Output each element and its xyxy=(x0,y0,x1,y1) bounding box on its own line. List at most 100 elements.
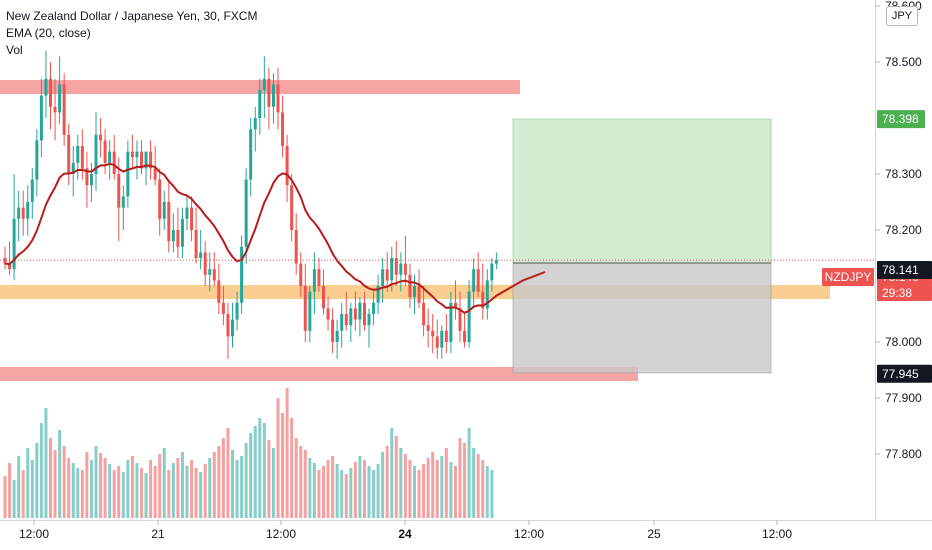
currency-button[interactable]: JPY xyxy=(886,6,918,26)
candle-body[interactable] xyxy=(8,263,12,270)
candle-body[interactable] xyxy=(299,263,303,286)
candle-body[interactable] xyxy=(39,95,43,141)
candle-body[interactable] xyxy=(344,314,348,326)
candle-body[interactable] xyxy=(144,151,148,169)
candle-body[interactable] xyxy=(326,308,330,320)
candle-body[interactable] xyxy=(399,263,403,275)
candle-body[interactable] xyxy=(463,330,467,342)
ema-indicator-label[interactable]: EMA (20, close) xyxy=(6,26,91,40)
time-axis[interactable]: 12:00 21 12:00 24 12:00 25 12:00 xyxy=(19,520,792,541)
candle-body[interactable] xyxy=(212,269,216,281)
candle-body[interactable] xyxy=(322,286,325,309)
candle-body[interactable] xyxy=(58,84,62,113)
candle-body[interactable] xyxy=(3,258,7,264)
entry-price-tag[interactable]: 78.141 xyxy=(882,263,919,277)
candle-body[interactable] xyxy=(167,202,171,242)
candle-body[interactable] xyxy=(67,134,71,174)
candle-body[interactable] xyxy=(376,286,380,303)
candle-body[interactable] xyxy=(494,260,498,264)
candle-body[interactable] xyxy=(440,330,444,348)
candle-body[interactable] xyxy=(271,84,275,107)
candle-body[interactable] xyxy=(453,302,457,309)
candle-body[interactable] xyxy=(413,286,416,298)
candle-body[interactable] xyxy=(408,274,412,298)
candle-body[interactable] xyxy=(153,168,157,180)
candle-body[interactable] xyxy=(353,308,357,320)
candle-body[interactable] xyxy=(226,314,230,337)
candle-body[interactable] xyxy=(303,286,307,331)
candle-body[interactable] xyxy=(308,291,312,331)
candle-body[interactable] xyxy=(89,174,93,186)
candle-body[interactable] xyxy=(17,207,21,219)
candle-body[interactable] xyxy=(108,151,112,163)
stop-loss-zone[interactable] xyxy=(512,262,772,374)
candle-body[interactable] xyxy=(85,168,89,186)
candle-body[interactable] xyxy=(121,196,125,208)
candle-body[interactable] xyxy=(221,302,225,314)
candle-body[interactable] xyxy=(208,269,212,275)
candle-body[interactable] xyxy=(103,140,107,163)
candle-body[interactable] xyxy=(240,246,244,303)
stop-price-tag[interactable]: 77.945 xyxy=(882,367,919,381)
candle-body[interactable] xyxy=(444,330,448,342)
candle-body[interactable] xyxy=(394,258,398,275)
candle-body[interactable] xyxy=(472,269,476,292)
price-axis[interactable]: 78.60078.50078.30078.20078.00077.90077.8… xyxy=(875,0,922,461)
candle-body[interactable] xyxy=(417,286,421,303)
volume-indicator-label[interactable]: Vol xyxy=(6,43,23,57)
candle-body[interactable] xyxy=(140,151,143,169)
candle-body[interactable] xyxy=(99,134,103,141)
candle-body[interactable] xyxy=(435,336,439,348)
candle-body[interactable] xyxy=(49,78,52,107)
candle-body[interactable] xyxy=(44,78,48,96)
candle-body[interactable] xyxy=(467,291,471,342)
candle-body[interactable] xyxy=(317,269,321,286)
candle-body[interactable] xyxy=(149,151,153,169)
candle-body[interactable] xyxy=(385,269,389,281)
candle-body[interactable] xyxy=(158,179,162,219)
candle-body[interactable] xyxy=(190,207,194,230)
candle-body[interactable] xyxy=(180,218,184,247)
candle-body[interactable] xyxy=(253,118,257,130)
symbol-title[interactable]: New Zealand Dollar / Japanese Yen, 30, F… xyxy=(6,9,258,23)
countdown-tag[interactable]: 29:38 xyxy=(882,286,912,300)
candle-body[interactable] xyxy=(267,78,271,107)
candle-body[interactable] xyxy=(481,291,485,309)
candle-body[interactable] xyxy=(130,151,134,158)
candle-body[interactable] xyxy=(294,230,298,264)
candle-body[interactable] xyxy=(367,314,371,326)
candle-body[interactable] xyxy=(276,84,280,113)
target-profit-zone[interactable] xyxy=(512,118,772,264)
symbol-tag[interactable]: NZDJPY xyxy=(825,270,872,284)
candle-body[interactable] xyxy=(362,302,366,326)
candle-body[interactable] xyxy=(458,308,462,331)
candle-body[interactable] xyxy=(235,302,239,320)
candle-body[interactable] xyxy=(71,162,75,174)
candle-body[interactable] xyxy=(449,302,453,342)
candle-body[interactable] xyxy=(231,319,234,337)
candle-body[interactable] xyxy=(126,151,130,197)
candle-body[interactable] xyxy=(340,314,344,331)
candle-body[interactable] xyxy=(476,269,480,292)
candle-body[interactable] xyxy=(312,269,316,292)
candle-body[interactable] xyxy=(422,302,426,326)
candle-body[interactable] xyxy=(176,230,180,247)
candle-body[interactable] xyxy=(62,84,66,135)
candle-body[interactable] xyxy=(426,325,430,331)
candle-body[interactable] xyxy=(12,218,16,270)
candle-body[interactable] xyxy=(80,146,84,169)
candle-body[interactable] xyxy=(335,330,339,342)
candle-body[interactable] xyxy=(112,151,116,174)
candle-body[interactable] xyxy=(485,280,489,309)
candle-body[interactable] xyxy=(381,269,385,286)
candle-body[interactable] xyxy=(258,90,262,118)
lower-support-zone[interactable] xyxy=(0,367,638,381)
candle-body[interactable] xyxy=(21,207,25,219)
candle-body[interactable] xyxy=(403,263,407,275)
ema-line[interactable] xyxy=(4,162,546,314)
candle-body[interactable] xyxy=(431,330,435,337)
candle-body[interactable] xyxy=(194,230,198,258)
candle-body[interactable] xyxy=(94,134,98,174)
candle-body[interactable] xyxy=(349,308,353,326)
